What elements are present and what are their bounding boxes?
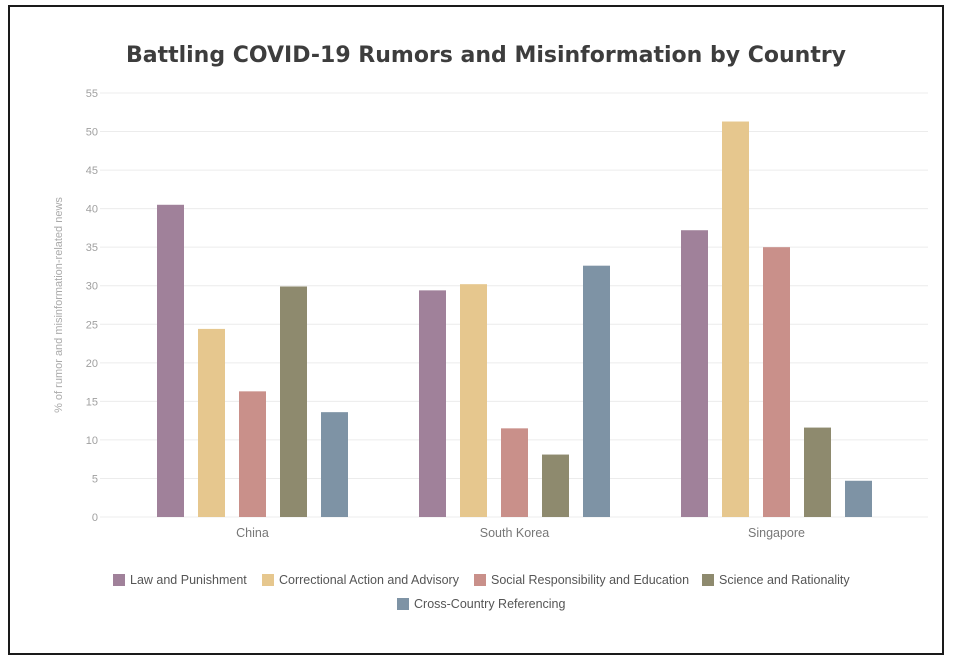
x-category-label: South Korea (480, 526, 550, 540)
y-tick-label: 55 (86, 88, 98, 100)
legend-swatch (702, 574, 714, 586)
x-category-label: China (236, 526, 269, 540)
y-tick-label: 25 (86, 319, 98, 331)
y-tick-label: 50 (86, 127, 98, 139)
bar (681, 230, 708, 518)
bar (542, 454, 569, 517)
y-tick-label: 15 (86, 396, 98, 408)
legend-label: Correctional Action and Advisory (279, 573, 460, 587)
y-tick-label: 40 (86, 204, 98, 216)
legend-label: Science and Rationality (719, 573, 850, 587)
legend-label: Cross-Country Referencing (414, 597, 565, 611)
legend-label: Law and Punishment (130, 573, 247, 587)
bar (280, 286, 307, 517)
y-tick-label: 45 (86, 165, 98, 177)
bar (501, 428, 528, 517)
bar (321, 412, 348, 517)
y-tick-label: 30 (86, 281, 98, 293)
legend-label: Social Responsibility and Education (491, 573, 689, 587)
bar (419, 290, 446, 517)
bar (239, 391, 266, 517)
bar (157, 204, 184, 518)
legend-swatch (397, 598, 409, 610)
bar (804, 427, 831, 517)
legend-swatch (262, 574, 274, 586)
bar (198, 328, 225, 517)
y-tick-label: 35 (86, 242, 98, 254)
bar (460, 284, 487, 517)
bars (157, 121, 872, 518)
legend: Law and Punishment Correctional Action an… (113, 573, 850, 611)
x-axis-categories: China South Korea Singapore (236, 526, 805, 540)
bar (583, 265, 610, 517)
y-axis-label: % of rumor and misinformation-related ne… (53, 197, 65, 413)
chart-title: Battling COVID-19 Rumors and Misinformat… (126, 43, 846, 68)
y-tick-label: 20 (86, 358, 98, 370)
y-axis-ticks: 0 5 10 15 20 25 30 35 40 45 50 55 (86, 88, 98, 524)
x-category-label: Singapore (748, 526, 805, 540)
y-tick-label: 0 (92, 512, 98, 524)
legend-swatch (474, 574, 486, 586)
y-tick-label: 5 (92, 473, 98, 485)
legend-swatch (113, 574, 125, 586)
bar (845, 480, 872, 517)
y-tick-label: 10 (86, 435, 98, 447)
bar (763, 247, 790, 517)
bar (722, 121, 749, 518)
